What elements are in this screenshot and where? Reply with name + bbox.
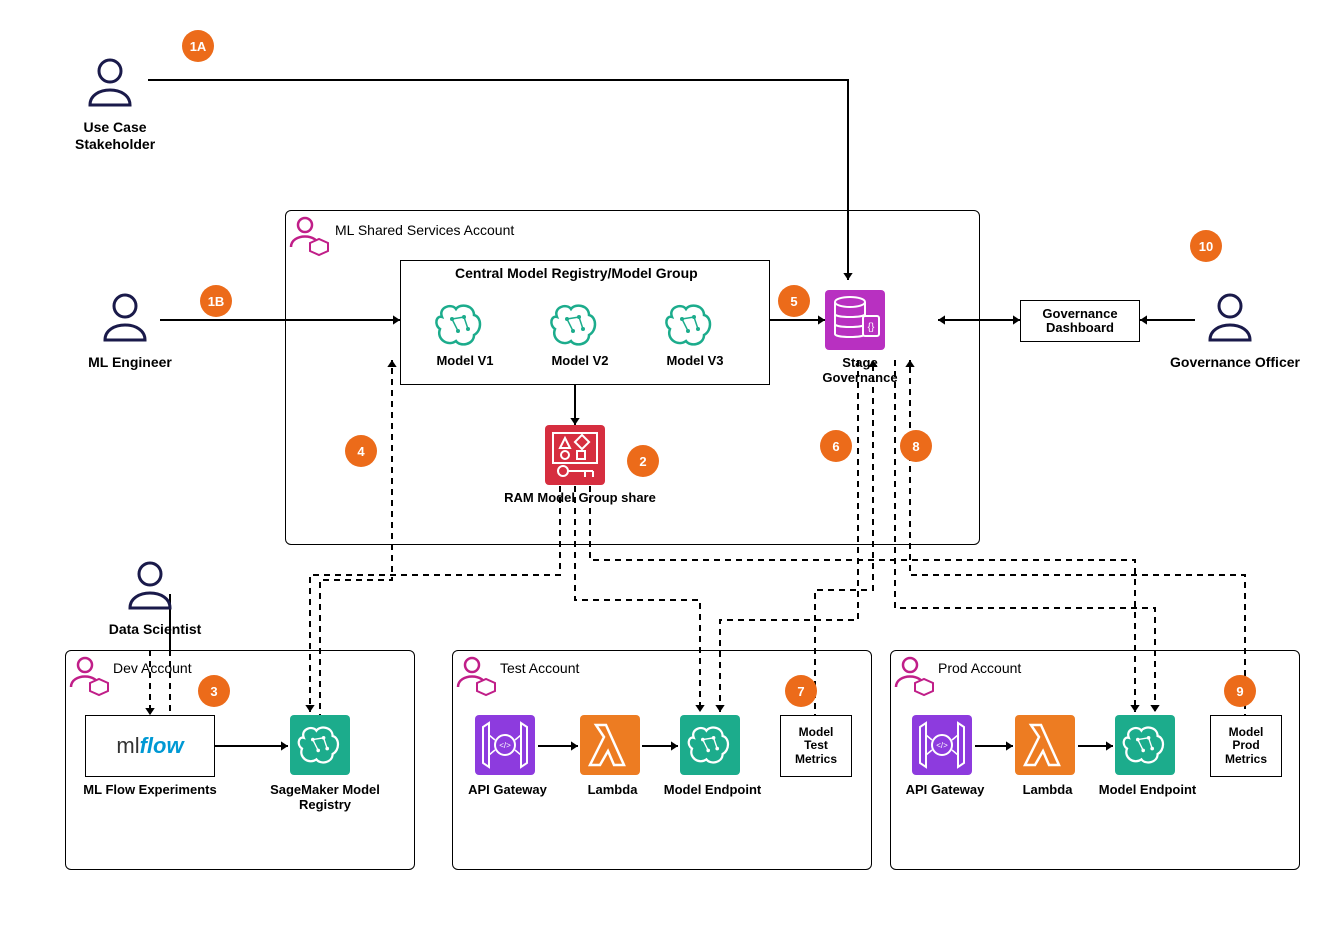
model-v2-label: Model V2 [545, 353, 615, 368]
step-badge-10: 10 [1190, 230, 1222, 262]
step-badge-6: 6 [820, 430, 852, 462]
governance-officer-label: Governance Officer [1165, 348, 1305, 371]
use-case-stakeholder-icon [90, 60, 130, 105]
registry-title: Central Model Registry/Model Group [455, 265, 698, 281]
mlflow-label: ML Flow Experiments [75, 782, 225, 797]
stage-gov-label: Stage Governance [810, 355, 910, 385]
test-endpoint-label: Model Endpoint [660, 782, 765, 797]
step-badge-4: 4 [345, 435, 377, 467]
test-title: Test Account [500, 660, 579, 676]
step-badge-1B: 1B [200, 285, 232, 317]
prod-api-label: API Gateway [900, 782, 990, 797]
model-v1-label: Model V1 [430, 353, 500, 368]
mlflow-box: mlflow [85, 715, 215, 777]
data-scientist-icon [130, 563, 170, 608]
test-metrics-label: Model Test Metrics [795, 726, 837, 766]
step-badge-9: 9 [1224, 675, 1256, 707]
step-badge-2: 2 [627, 445, 659, 477]
test-lambda-label: Lambda [580, 782, 645, 797]
governance-dashboard-label: Governance Dashboard [1042, 307, 1117, 336]
step-badge-1A: 1A [182, 30, 214, 62]
model-v3-label: Model V3 [660, 353, 730, 368]
ml-engineer-icon [105, 295, 145, 340]
use-case-stakeholder-label: Use Case Stakeholder [75, 113, 155, 153]
mlflow-logo-ml: ml [116, 733, 139, 759]
data-scientist-label: Data Scientist [100, 615, 210, 638]
prod-metrics-label: Model Prod Metrics [1225, 726, 1267, 766]
test-metrics-box: Model Test Metrics [780, 715, 852, 777]
ml-shared-title: ML Shared Services Account [335, 222, 514, 238]
step-badge-3: 3 [198, 675, 230, 707]
prod-metrics-box: Model Prod Metrics [1210, 715, 1282, 777]
ml-engineer-label: ML Engineer [85, 348, 175, 371]
prod-lambda-label: Lambda [1015, 782, 1080, 797]
mlflow-logo-flow: flow [140, 733, 184, 759]
governance-dashboard-box: Governance Dashboard [1020, 300, 1140, 342]
step-badge-7: 7 [785, 675, 817, 707]
test-api-label: API Gateway [465, 782, 550, 797]
ram-label: RAM Model Group share [490, 490, 670, 505]
governance-officer-icon [1210, 295, 1250, 340]
dev-title: Dev Account [113, 660, 192, 676]
step-badge-8: 8 [900, 430, 932, 462]
prod-endpoint-label: Model Endpoint [1095, 782, 1200, 797]
step-badge-5: 5 [778, 285, 810, 317]
diagram-canvas: {} </> [0, 0, 1325, 927]
sagemaker-registry-label: SageMaker Model Registry [260, 782, 390, 812]
prod-title: Prod Account [938, 660, 1021, 676]
